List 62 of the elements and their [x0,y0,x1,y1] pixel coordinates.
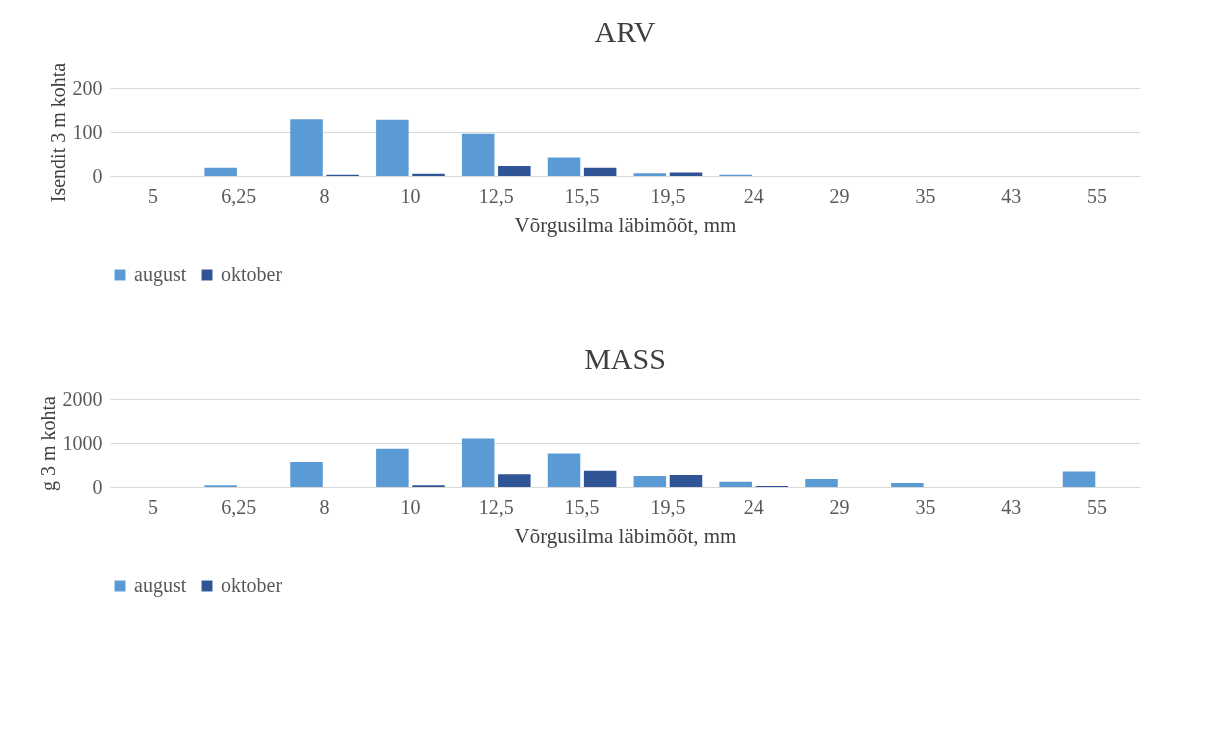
bar [547,157,581,176]
bar [583,470,617,487]
bar [290,119,323,176]
y-axis-title: Isendit 3 m kohta [46,62,69,203]
x-tick-label: 10 [400,495,421,518]
bar [412,173,445,176]
bar [498,165,531,176]
x-tick-label: 5 [147,184,158,207]
bar [204,167,237,176]
bar [461,438,495,487]
bar [498,474,531,487]
legend-label: oktober [221,263,283,285]
bar [805,479,838,487]
x-tick-label: 19,5 [650,184,686,207]
bar [1062,471,1096,487]
legend-label: august [134,263,187,286]
bar [633,476,667,487]
x-tick-label: 24 [743,495,764,518]
y-tick-label: 200 [72,76,103,99]
chart-title: MASS [584,342,666,375]
x-tick-label: 15,5 [564,495,600,518]
bar [376,448,409,487]
x-tick-label: 43 [1001,495,1022,518]
y-tick-label: 0 [92,164,103,187]
x-tick-label: 55 [1087,184,1108,207]
bar [891,483,924,487]
bar [547,453,581,487]
x-tick-label: 8 [319,184,330,207]
x-tick-label: 35 [915,495,936,518]
x-tick-label: 6,25 [221,184,257,207]
bar [719,481,752,487]
x-tick-label: 19,5 [650,495,686,518]
legend-label: oktober [221,574,283,596]
bar [461,133,495,176]
bar [376,119,409,176]
bar [669,475,703,487]
x-tick-label: 55 [1087,495,1108,518]
bar [583,167,617,176]
x-tick-label: 6,25 [221,495,257,518]
x-tick-label: 12,5 [478,495,514,518]
y-tick-label: 0 [92,475,103,498]
x-tick-label: 43 [1001,184,1022,207]
bar [633,173,667,176]
y-tick-label: 100 [72,120,103,143]
x-axis-title: Võrgusilma läbimõõt, mm [514,523,737,548]
bar [669,172,703,176]
x-tick-label: 29 [829,495,850,518]
x-tick-label: 35 [915,184,936,207]
x-tick-label: 24 [743,184,764,207]
x-tick-label: 29 [829,184,850,207]
y-tick-label: 1000 [62,431,103,454]
chart-title: ARV [594,15,656,49]
x-tick-label: 10 [400,184,421,207]
x-tick-label: 12,5 [478,184,514,207]
x-tick-label: 8 [319,495,330,518]
legend-label: august [134,574,187,597]
x-tick-label: 5 [147,495,158,518]
x-tick-label: 15,5 [564,184,600,207]
y-axis-title: g 3 m kohta [36,395,60,491]
bar [290,461,323,487]
x-axis-title: Võrgusilma läbimõõt, mm [514,212,737,237]
y-tick-label: 2000 [62,387,103,410]
